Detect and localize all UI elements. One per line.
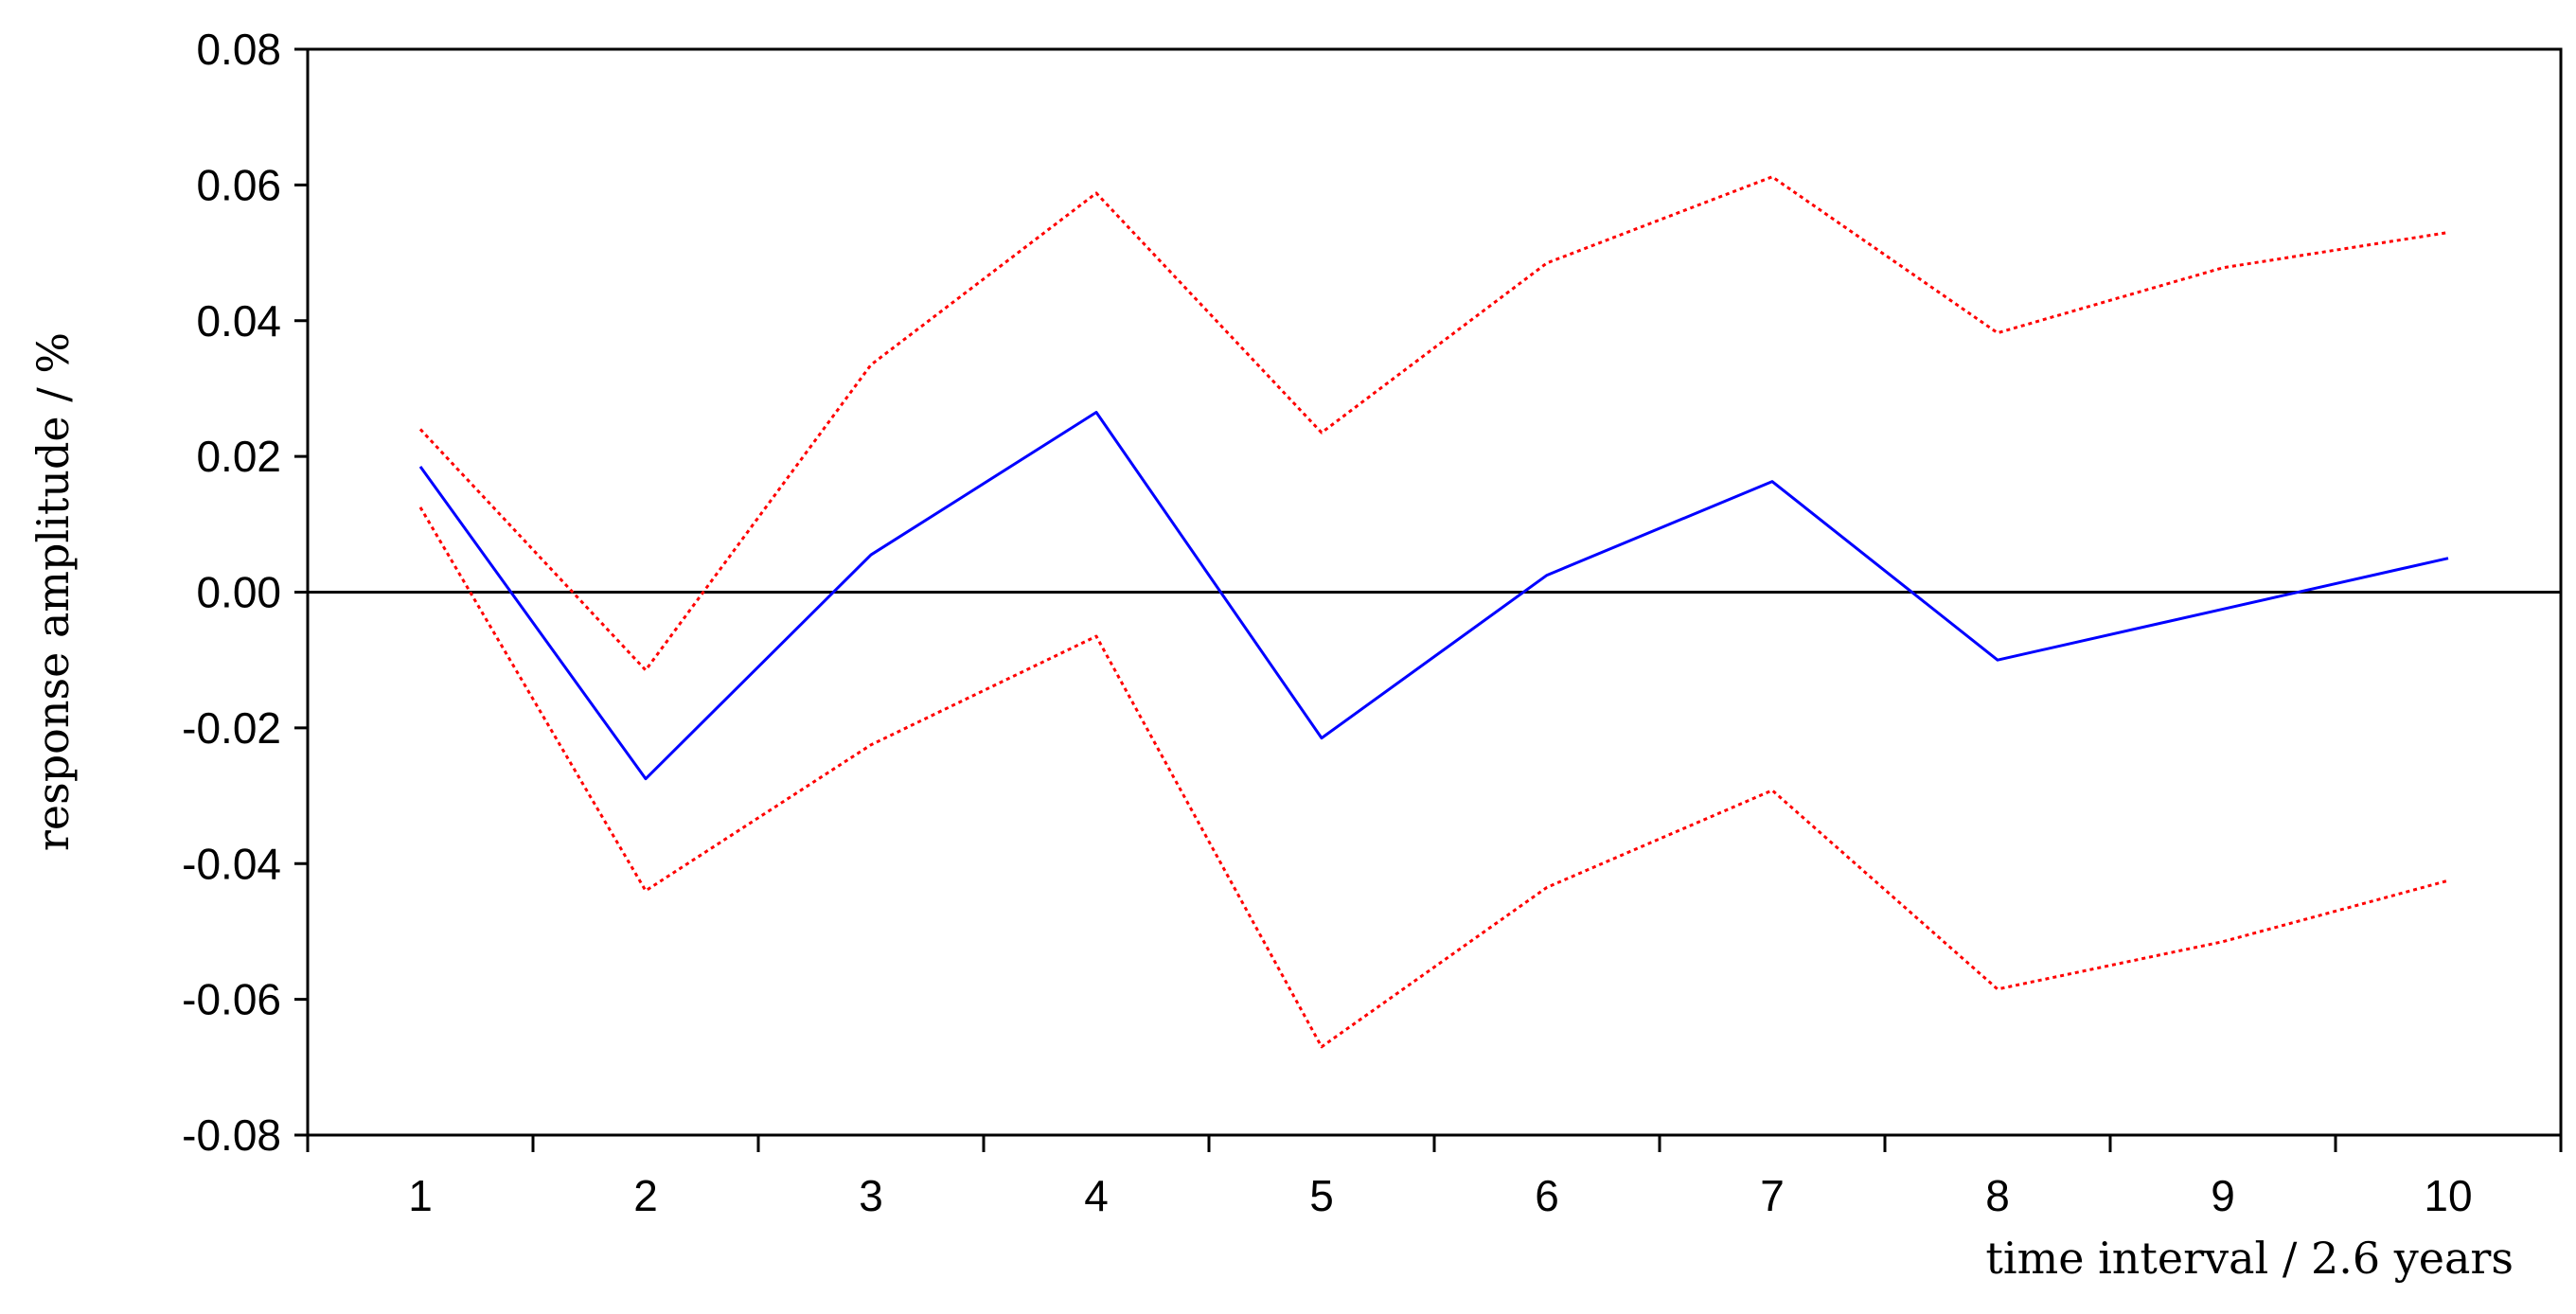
series-layer <box>418 175 2449 1049</box>
y-tick-label: -0.04 <box>182 839 281 888</box>
y-axis-title: response amplitude / % <box>27 332 79 851</box>
x-tick-label: 9 <box>2211 1171 2235 1220</box>
y-tick-label: 0.04 <box>196 296 281 346</box>
y-tick-label: 0.06 <box>196 160 281 209</box>
y-tick-label: -0.02 <box>182 703 281 753</box>
x-tick-label: 3 <box>859 1171 883 1220</box>
x-tick-label: 7 <box>1760 1171 1785 1220</box>
series-line-1 <box>418 411 2449 781</box>
x-tick-label: 2 <box>633 1171 658 1220</box>
y-tick-label: 0.08 <box>196 25 281 74</box>
x-tick-label: 1 <box>408 1171 433 1220</box>
x-tick-label: 6 <box>1535 1171 1559 1220</box>
y-tick-label: -0.08 <box>182 1110 281 1160</box>
x-tick-label: 10 <box>2424 1171 2472 1220</box>
y-tick-label: 0.02 <box>196 432 281 481</box>
x-tick-label: 8 <box>1985 1171 2010 1220</box>
y-tick-label: -0.06 <box>182 975 281 1024</box>
series-line-3 <box>418 506 2449 1049</box>
x-axis-title: time interval / 2.6 years <box>1985 1233 2514 1284</box>
series-line-2 <box>418 175 2449 672</box>
y-axis: 0.08 0.06 0.04 0.02 0.00 -0.02 -0.04 -0.06 -0.08 <box>182 25 308 1160</box>
y-tick-label: 0.00 <box>196 568 281 617</box>
x-tick-label: 5 <box>1309 1171 1334 1220</box>
x-tick-label: 4 <box>1084 1171 1109 1220</box>
x-axis: 1 2 3 4 5 6 7 8 9 10 <box>306 1135 2563 1220</box>
